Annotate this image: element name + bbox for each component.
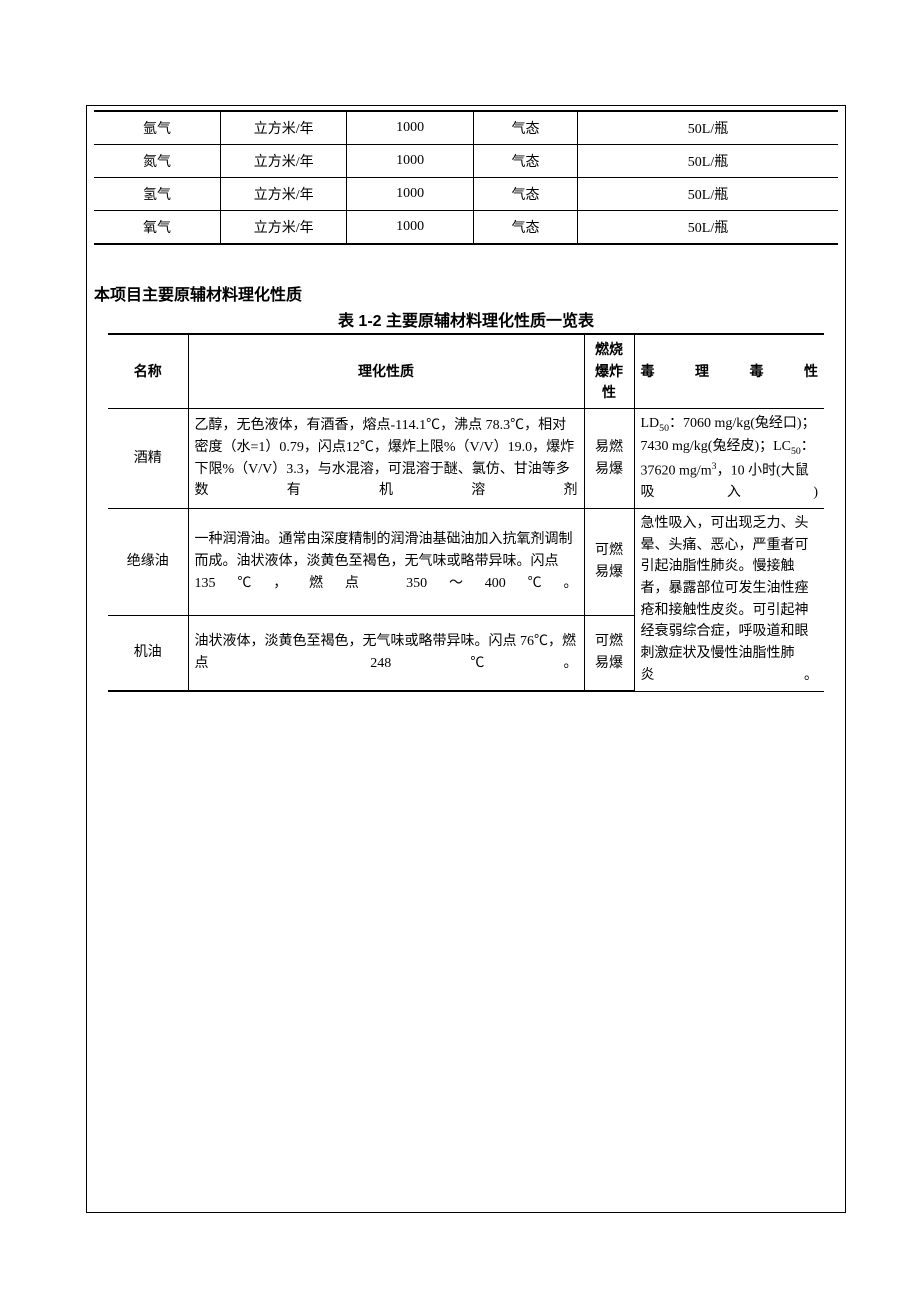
cell-toxicity: 急性吸入，可出现乏力、头晕、头痛、恶心，严重者可引起油脂性肺炎。慢接触者，暴露部…: [634, 509, 824, 692]
table-row: 氢气立方米/年1000气态50L/瓶: [94, 178, 838, 211]
table-cell: 50L/瓶: [578, 111, 838, 145]
cell-property: 一种润滑油。通常由深度精制的润滑油基础油加入抗氧剂调制而成。油状液体，淡黄色至褐…: [188, 509, 584, 615]
cell-burn: 易燃易爆: [584, 409, 634, 509]
table-row: 氩气立方米/年1000气态50L/瓶: [94, 111, 838, 145]
cell-burn: 可燃易爆: [584, 615, 634, 691]
cell-property: 乙醇，无色液体，有酒香，熔点-114.1℃，沸点 78.3℃，相对密度（水=1）…: [188, 409, 584, 509]
table-cell: 气态: [473, 111, 577, 145]
th-tox: 毒理毒性: [634, 334, 824, 409]
cell-toxicity: LD50：7060 mg/kg(兔经口)；7430 mg/kg(兔经皮)；LC5…: [634, 409, 824, 509]
table2-caption: 表 1-2 主要原辅材料理化性质一览表: [94, 307, 838, 331]
th-burn: 燃烧爆炸性: [584, 334, 634, 409]
table-cell: 立方米/年: [220, 211, 346, 245]
table-cell: 氢气: [94, 178, 220, 211]
table-cell: 氧气: [94, 211, 220, 245]
cell-name: 机油: [108, 615, 188, 691]
table-cell: 气态: [473, 211, 577, 245]
table-row: 氮气立方米/年1000气态50L/瓶: [94, 145, 838, 178]
th-prop: 理化性质: [188, 334, 584, 409]
table-cell: 1000: [347, 178, 473, 211]
table-cell: 1000: [347, 145, 473, 178]
table-cell: 立方米/年: [220, 178, 346, 211]
section-title: 本项目主要原辅材料理化性质: [94, 281, 838, 305]
table-cell: 气态: [473, 145, 577, 178]
cell-name: 酒精: [108, 409, 188, 509]
page-content: 氩气立方米/年1000气态50L/瓶氮气立方米/年1000气态50L/瓶氢气立方…: [94, 110, 838, 692]
table-cell: 50L/瓶: [578, 178, 838, 211]
table-cell: 气态: [473, 178, 577, 211]
table-properties: 名称 理化性质 燃烧爆炸性 毒理毒性 酒精乙醇，无色液体，有酒香，熔点-114.…: [108, 333, 824, 692]
table-cell: 立方米/年: [220, 111, 346, 145]
table-cell: 氮气: [94, 145, 220, 178]
cell-burn: 可燃易爆: [584, 509, 634, 615]
table-cell: 氩气: [94, 111, 220, 145]
table-gases: 氩气立方米/年1000气态50L/瓶氮气立方米/年1000气态50L/瓶氢气立方…: [94, 110, 838, 245]
cell-property: 油状液体，淡黄色至褐色，无气味或略带异味。闪点 76℃，燃点 248℃。: [188, 615, 584, 691]
table-row: 绝缘油一种润滑油。通常由深度精制的润滑油基础油加入抗氧剂调制而成。油状液体，淡黄…: [108, 509, 824, 615]
table-row: 氧气立方米/年1000气态50L/瓶: [94, 211, 838, 245]
table-cell: 50L/瓶: [578, 145, 838, 178]
th-name: 名称: [108, 334, 188, 409]
table-row: 酒精乙醇，无色液体，有酒香，熔点-114.1℃，沸点 78.3℃，相对密度（水=…: [108, 409, 824, 509]
table-cell: 立方米/年: [220, 145, 346, 178]
table-cell: 1000: [347, 111, 473, 145]
table-cell: 50L/瓶: [578, 211, 838, 245]
table-cell: 1000: [347, 211, 473, 245]
cell-name: 绝缘油: [108, 509, 188, 615]
